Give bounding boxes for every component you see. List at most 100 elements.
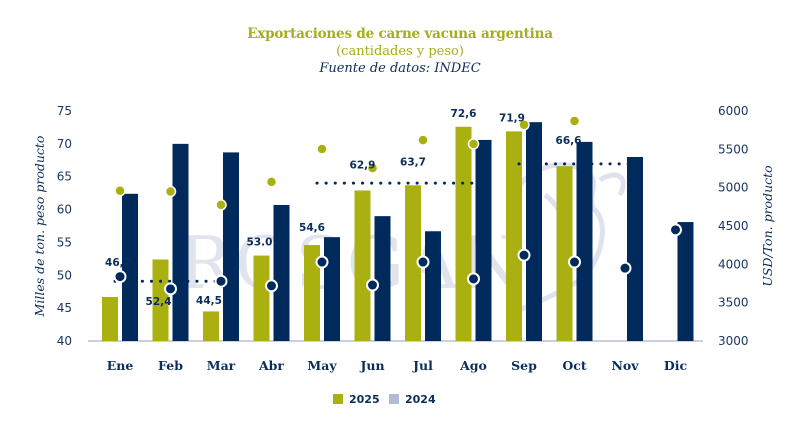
value-label-2025-abr: 53.0 <box>247 237 273 249</box>
right-axis-title: USD/Ton. producto <box>760 165 775 286</box>
left-tick-label: 65 <box>57 170 72 184</box>
price-dot-2025-mar <box>215 199 227 211</box>
bar-2024-abr <box>273 204 290 341</box>
month-label-jun: Jun <box>359 358 384 373</box>
chart-subtitle: (cantidades y peso) <box>336 44 464 59</box>
price-dot-2024-abr <box>265 279 278 293</box>
bar-2024-oct <box>576 141 593 341</box>
chart-title: Exportaciones de carne vacuna argentina <box>247 26 553 42</box>
bar-2024-jul <box>425 231 441 341</box>
watermark: ROSGAN <box>178 162 626 313</box>
right-tick-label: 6000 <box>718 104 749 118</box>
bar-2024-feb <box>172 143 189 341</box>
right-tick-label: 3000 <box>718 334 749 348</box>
price-dot-2024-jul <box>416 255 430 269</box>
left-axis-title: Milles de ton. peso producto <box>32 136 47 318</box>
month-label-nov: Nov <box>611 358 639 373</box>
price-dot-2025-abr <box>265 176 278 188</box>
month-label-feb: Feb <box>158 358 183 373</box>
right-tick-label: 3500 <box>718 296 749 310</box>
month-label-mar: Mar <box>207 358 236 373</box>
bar-2024-nov <box>627 157 643 341</box>
bar-2024-sep <box>526 122 542 342</box>
left-tick-label: 60 <box>57 203 72 217</box>
right-tick-label: 4000 <box>718 257 749 271</box>
value-label-2025-ene: 46,7 <box>105 257 131 269</box>
left-axis-ticks: 40 45 50 55 60 65 70 75 <box>57 104 72 348</box>
price-dot-2025-jul <box>417 134 429 146</box>
left-tick-label: 70 <box>57 137 72 151</box>
average-lines <box>113 162 637 283</box>
month-label-oct: Oct <box>562 358 586 373</box>
price-dot-2024-ago <box>467 272 480 286</box>
price-dot-2024-sep <box>517 248 531 262</box>
price-dot-2024-ene <box>113 270 127 284</box>
left-tick-label: 50 <box>57 268 72 282</box>
value-label-2025-feb: 52,4 <box>146 296 172 308</box>
price-dot-2024-jun <box>366 278 379 292</box>
price-dots <box>113 115 682 296</box>
value-label-2025-jul: 63,7 <box>400 156 426 168</box>
right-tick-label: 5000 <box>718 181 749 195</box>
legend-label-2024: 2024 <box>405 393 436 406</box>
month-labels: Ene Feb Mar Abr May Jun Jul Ago Sep Oct Nov Dic <box>107 358 688 373</box>
price-dot-2024-dic <box>669 223 682 237</box>
price-dot-2025-oct <box>568 115 581 127</box>
bar-2025-jun <box>354 190 371 341</box>
price-dot-2025-ene <box>114 184 126 197</box>
value-label-2025-sep: 71,9 <box>499 112 525 124</box>
value-label-2025-mar: 44,5 <box>196 295 222 307</box>
left-tick-label: 55 <box>57 235 72 249</box>
right-tick-label: 4500 <box>718 219 749 233</box>
value-label-2025-jun: 62,9 <box>350 160 376 172</box>
price-dot-2024-oct <box>568 255 581 269</box>
month-label-abr: Abr <box>258 358 284 373</box>
bar-2025-feb <box>152 259 169 341</box>
bar-2025-ene <box>102 296 118 341</box>
price-dot-2024-mar <box>214 274 228 288</box>
value-label-2025-oct: 66,6 <box>556 135 582 147</box>
bar-2024-jun <box>374 216 391 341</box>
bar-2025-oct <box>556 166 573 341</box>
price-dot-2024-nov <box>618 261 632 275</box>
price-dot-2025-sep <box>518 119 530 131</box>
price-dot-2025-may <box>316 143 328 155</box>
bar-2025-mar <box>203 311 219 341</box>
bar-2025-sep <box>506 131 522 341</box>
value-label-2025-may: 54,6 <box>299 222 325 234</box>
left-tick-label: 75 <box>57 104 72 118</box>
bar-2024-ago <box>475 139 492 341</box>
month-label-ago: Ago <box>459 358 487 373</box>
legend: 2025 2024 <box>333 393 436 406</box>
bar-2024-ene <box>122 193 138 341</box>
price-dot-2024-feb <box>164 282 177 296</box>
legend-swatch-2024 <box>389 394 399 404</box>
value-label-2025-ago: 72,6 <box>451 108 477 120</box>
bar-2024-may <box>324 237 340 341</box>
bar-2025-may <box>304 245 320 341</box>
month-label-jul: Jul <box>412 358 433 373</box>
chart-source: Fuente de datos: INDEC <box>319 61 481 76</box>
left-tick-label: 45 <box>57 301 72 315</box>
bar-2024-mar <box>223 152 239 341</box>
month-label-dic: Dic <box>664 358 688 373</box>
price-dot-2025-jun <box>366 162 379 174</box>
right-tick-label: 5500 <box>718 142 749 156</box>
bars <box>102 122 694 342</box>
legend-swatch-2025 <box>333 394 343 404</box>
bar-2025-ago <box>455 126 472 342</box>
month-label-ene: Ene <box>107 358 134 373</box>
month-label-sep: Sep <box>511 358 537 373</box>
legend-label-2025: 2025 <box>349 393 380 406</box>
price-dot-2024-may <box>315 255 329 269</box>
price-dot-2025-ago <box>467 138 480 150</box>
title-block: Exportaciones de carne vacuna argentina … <box>0 26 800 77</box>
bar-2024-dic <box>677 222 694 341</box>
bar-2025-abr <box>253 255 270 341</box>
bar-2025-jul <box>405 185 421 341</box>
right-axis-ticks: 3000 3500 4000 4500 5000 5500 6000 <box>718 104 749 348</box>
price-dot-2025-feb <box>164 185 177 198</box>
value-labels: 46,7 52,4 44,5 53.0 54,6 62,9 63,7 72,6 71,9 66,6 <box>105 108 581 308</box>
left-tick-label: 40 <box>57 334 72 348</box>
